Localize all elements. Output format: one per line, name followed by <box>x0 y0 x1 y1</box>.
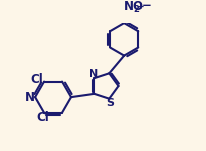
Text: Cl: Cl <box>30 73 43 86</box>
Text: NO: NO <box>124 0 144 13</box>
Text: N: N <box>89 69 98 79</box>
Text: +: + <box>136 2 144 11</box>
Text: S: S <box>106 98 114 108</box>
Text: −: − <box>142 0 151 12</box>
Text: N: N <box>25 91 35 104</box>
Text: Cl: Cl <box>36 111 48 124</box>
Text: 2: 2 <box>133 5 139 14</box>
